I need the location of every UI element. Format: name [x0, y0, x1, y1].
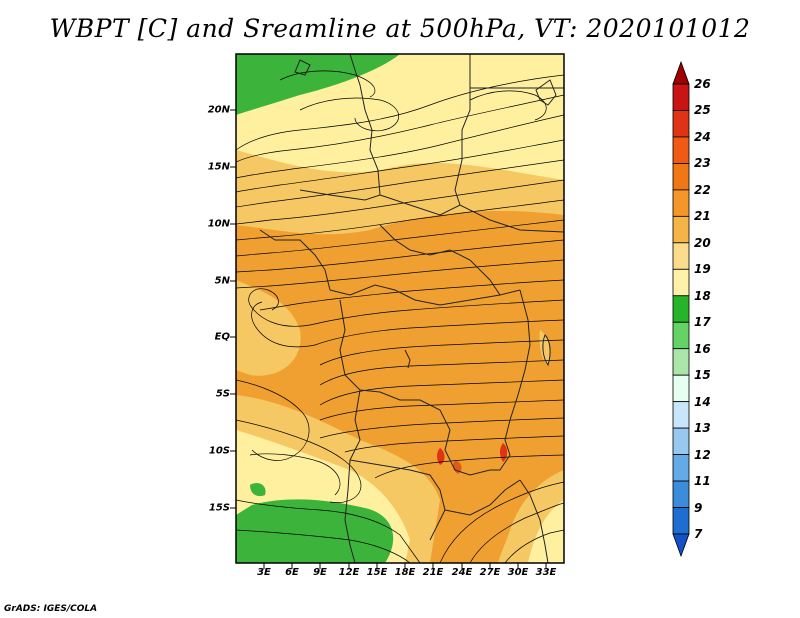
lon-ticks — [263, 563, 547, 569]
plot-frame — [235, 53, 565, 564]
colorbar-label: 17 — [694, 315, 711, 330]
colorbar-label: 14 — [694, 394, 711, 409]
lon-label-24e: 24E — [451, 567, 473, 578]
lon-label-27e: 27E — [479, 567, 501, 578]
colorbar-label: 9 — [694, 500, 703, 515]
lat-label-15s: 15S — [208, 502, 230, 514]
grads-credit: GrADS: IGES/COLA — [4, 604, 98, 614]
colorbar-segment — [672, 480, 690, 508]
lat-label-10n: 10N — [207, 218, 230, 230]
colorbar-label: 26 — [694, 77, 711, 91]
colorbar-label: 24 — [694, 129, 711, 144]
colorbar-label: 18 — [694, 288, 711, 303]
colorbar-segment — [672, 374, 690, 403]
colorbar-label: 12 — [694, 447, 711, 462]
lat-label-5n: 5N — [214, 275, 230, 287]
lon-label-9e: 9E — [313, 567, 327, 578]
colorbar-segment — [672, 163, 690, 191]
colorbar-segment — [672, 321, 690, 350]
colorbar-label: 22 — [694, 182, 711, 197]
colorbar-label: 20 — [694, 235, 711, 250]
colorbar-label: 21 — [694, 209, 711, 224]
colorbar-label: 13 — [694, 421, 711, 436]
lat-ticks — [230, 109, 236, 509]
colorbar-label: 15 — [694, 368, 711, 383]
field-light-west — [236, 280, 301, 376]
field-green-north — [236, 54, 400, 115]
lon-label-12e: 12E — [338, 567, 360, 578]
colorbar-segment — [672, 83, 690, 111]
field-light-north — [236, 150, 564, 235]
lat-label-10s: 10S — [208, 445, 230, 457]
colorbar-segment — [672, 189, 690, 217]
map-title: WBPT [C] and Sreamline at 500hPa, VT: 20… — [49, 14, 751, 43]
lon-label-3e: 3E — [257, 567, 271, 578]
colorbar-segment — [672, 136, 690, 164]
lon-label-21e: 21E — [422, 567, 444, 578]
colorbar-segment — [672, 427, 690, 455]
lon-label-33e: 33E — [535, 567, 557, 578]
lat-label-20n: 20N — [207, 104, 230, 116]
colorbar-top-triangle — [672, 60, 690, 85]
colorbar-label: 7 — [694, 527, 703, 541]
lon-label-18e: 18E — [394, 567, 416, 578]
lon-label-15e: 15E — [366, 567, 388, 578]
streamlines — [236, 70, 564, 563]
lat-label-15n: 15N — [207, 161, 230, 173]
field-green-south — [236, 499, 394, 563]
lat-label-eq: EQ — [214, 331, 230, 343]
colorbar-segment — [672, 454, 690, 482]
field-hotspot — [437, 448, 445, 465]
colorbar-segment — [672, 268, 690, 297]
field-layer — [236, 54, 564, 563]
colorbar-segment — [672, 110, 690, 138]
colorbar-segment — [672, 215, 690, 244]
colorbar-segment — [672, 348, 690, 376]
colorbar-label: 25 — [694, 103, 711, 118]
colorbar-segment — [672, 242, 690, 270]
country-borders — [259, 54, 564, 563]
colorbar-label: 19 — [694, 262, 711, 277]
colorbar-label: 16 — [694, 341, 711, 356]
colorbar-segment — [672, 507, 690, 535]
colorbar — [672, 60, 690, 558]
colorbar-segment — [672, 295, 690, 323]
lon-label-6e: 6E — [285, 567, 299, 578]
colorbar-label: 23 — [694, 156, 711, 171]
colorbar-segment — [672, 401, 690, 429]
colorbar-label: 11 — [694, 474, 711, 489]
colorbar-bottom-triangle — [672, 533, 690, 558]
lat-label-5s: 5S — [215, 388, 230, 400]
lon-label-30e: 30E — [507, 567, 529, 578]
